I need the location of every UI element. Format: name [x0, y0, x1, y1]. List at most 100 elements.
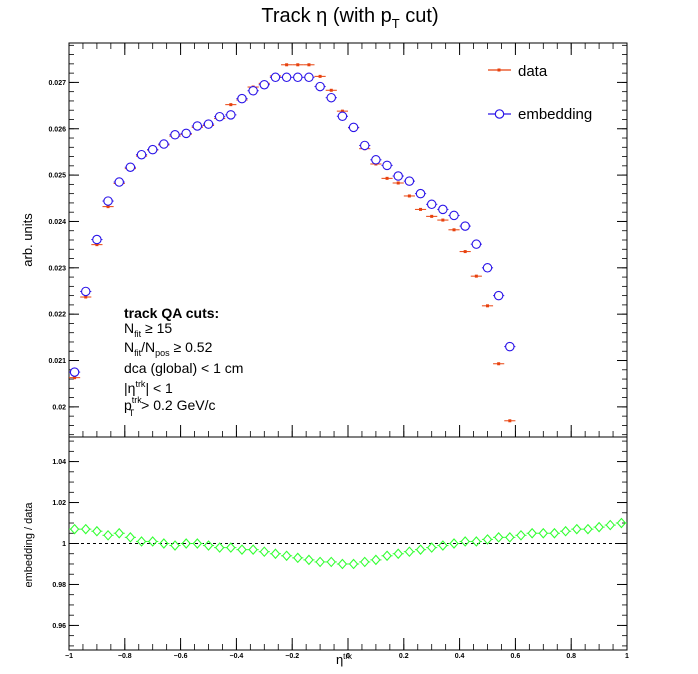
- embedding-point: [192, 121, 203, 131]
- data-point: [463, 250, 467, 254]
- data-point: [329, 88, 333, 92]
- ratio-point: [181, 538, 191, 549]
- ratio-point: [214, 542, 225, 553]
- upper-y-tick-label: 0.025: [48, 173, 66, 180]
- data-point: [385, 176, 389, 180]
- embedding-point: [181, 128, 191, 139]
- upper-plot-frame: [68, 42, 628, 438]
- ratio-point: [438, 540, 448, 551]
- data-point: [508, 419, 512, 423]
- ratio-point: [259, 546, 270, 558]
- ratio-point: [237, 544, 247, 555]
- upper-y-tick-label: 0.026: [48, 126, 66, 133]
- ratio-point: [281, 550, 292, 562]
- lower-x-tick-label: 0.6: [511, 653, 521, 660]
- ratio-point: [103, 529, 113, 541]
- data-point: [497, 362, 501, 366]
- upper-y-tick-label: 0.024: [48, 219, 66, 226]
- embedding-point: [471, 239, 482, 249]
- legend-entry-data: data: [488, 63, 548, 80]
- ratio-point: [348, 558, 359, 570]
- embedding-point: [326, 92, 337, 103]
- embedding-point: [136, 149, 147, 160]
- lower-x-tick-label: 1: [625, 653, 629, 660]
- embedding-point: [493, 290, 504, 301]
- ratio-point: [136, 536, 147, 547]
- upper-y-tick-label: 0.02: [52, 404, 66, 411]
- ratio-point: [527, 527, 537, 539]
- embedding-point: [248, 85, 258, 96]
- svg-text:data: data: [518, 63, 548, 80]
- data-point: [307, 63, 311, 67]
- data-point: [430, 214, 434, 218]
- ratio-point: [147, 536, 158, 547]
- ratio-point: [382, 550, 392, 562]
- embedding-point: [359, 140, 370, 151]
- embedding-point: [404, 176, 415, 186]
- embedding-point: [125, 162, 136, 172]
- ratio-point: [315, 556, 325, 568]
- ratio-point: [583, 523, 593, 535]
- embedding-point: [147, 144, 158, 155]
- lower-x-tick-label: −0.6: [174, 653, 188, 660]
- data-point: [296, 63, 300, 67]
- data-point: [340, 109, 344, 113]
- legend-marker-data: [497, 68, 501, 72]
- ratio-point: [304, 554, 314, 566]
- ratio-point: [471, 536, 482, 547]
- upper-y-tick-label: 0.027: [48, 80, 66, 87]
- lower-x-tick-label: −0.2: [285, 653, 299, 660]
- chart-title: Track η (with pT cut): [261, 5, 438, 31]
- ratio-point: [337, 558, 348, 570]
- ratio-point: [326, 556, 336, 568]
- ratio-point: [616, 517, 627, 529]
- ratio-point: [92, 525, 102, 537]
- upper-y-axis-title: arb. units: [20, 213, 35, 267]
- svg-text:embedding: embedding: [518, 106, 592, 123]
- lower-y-tick-label: 0.98: [52, 582, 66, 589]
- embedding-point: [159, 139, 169, 149]
- ratio-point: [360, 556, 370, 568]
- data-point: [396, 181, 400, 185]
- data-point: [73, 376, 77, 380]
- data-point: [318, 74, 322, 78]
- cut-nfit: Nfit ≥ 15: [124, 320, 172, 339]
- ratio-point: [449, 538, 459, 549]
- lower-x-tick-label: 0.4: [455, 653, 465, 660]
- lower-x-tick-label: −1: [65, 653, 73, 660]
- embedding-point: [304, 72, 314, 83]
- ratio-point: [192, 538, 203, 549]
- lower-y-tick-label: 0.96: [52, 623, 66, 630]
- embedding-point: [103, 196, 113, 206]
- ratio-point: [226, 542, 236, 553]
- cut-dca: dca (global) < 1 cm: [124, 360, 243, 376]
- upper-axes: 0.02 0.021 0.022 0.023 0.024 0.025 0.026 0.027: [48, 43, 628, 437]
- cut-eta: |ηtrk| < 1: [124, 379, 173, 396]
- embedding-point: [170, 130, 180, 140]
- data-point: [285, 63, 289, 67]
- upper-y-tick-label: 0.021: [48, 358, 66, 365]
- lower-x-tick-label: 0.2: [399, 653, 409, 660]
- lower-x-tick-label: −0.4: [229, 653, 243, 660]
- ratio-point: [293, 552, 303, 564]
- embedding-point: [281, 72, 292, 83]
- x-axis-title: ηtrk: [336, 652, 353, 667]
- ratio-point: [371, 554, 381, 566]
- ratio-point: [538, 527, 549, 539]
- embedding-point: [114, 177, 124, 187]
- embedding-point: [293, 72, 303, 83]
- embedding-point: [80, 286, 91, 297]
- ratio-point: [482, 534, 493, 545]
- lower-axes: 0.96 0.98 1 1.02 1.04 −1 −0.8 −0.6 −0.4 −0.2 0 0.2 0…: [52, 440, 629, 660]
- embedding-point: [371, 155, 381, 165]
- embedding-point: [315, 81, 325, 92]
- embedding-point: [505, 341, 515, 352]
- ratio-point: [248, 544, 258, 555]
- ratio-point: [549, 527, 560, 539]
- ratio-point: [505, 532, 515, 543]
- cuts-heading: track QA cuts:: [124, 305, 219, 321]
- data-point: [229, 103, 233, 107]
- ratio-point: [393, 548, 403, 560]
- ratio-point: [81, 523, 91, 535]
